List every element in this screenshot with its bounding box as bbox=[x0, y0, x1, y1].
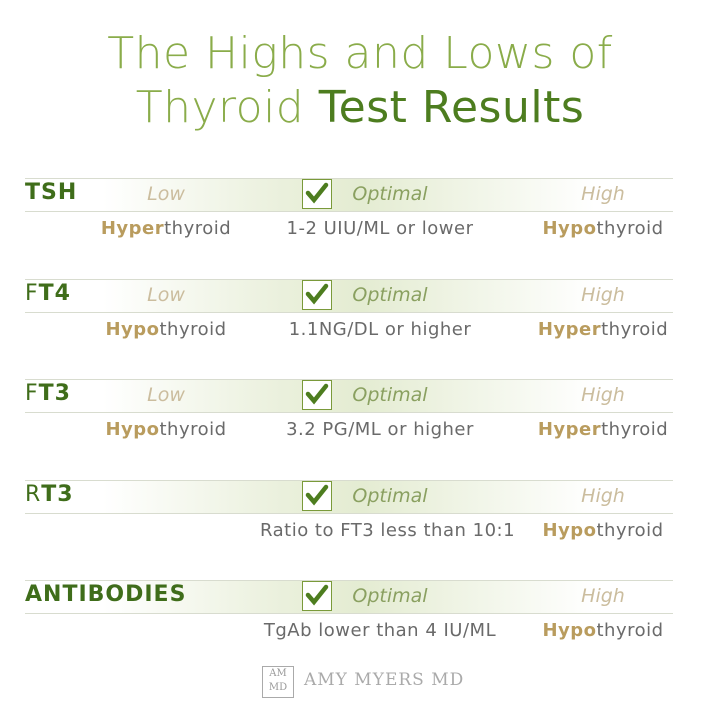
band bbox=[25, 580, 673, 614]
brand: AMY MYERS MD bbox=[304, 670, 465, 690]
row-name-bold: ANTIBODIES bbox=[25, 582, 187, 607]
optimal-label: Optimal bbox=[352, 585, 428, 607]
title-line2: Thyroid Test Results bbox=[0, 82, 720, 133]
high-note-rest: thyroid bbox=[596, 218, 664, 239]
title-regular: Thyroid bbox=[135, 82, 305, 133]
check-box bbox=[302, 380, 332, 410]
low-note: Hyperthyroid bbox=[46, 218, 286, 239]
row-name-plain: F bbox=[25, 381, 39, 406]
check-box bbox=[302, 279, 332, 310]
low-label: Low bbox=[147, 384, 185, 406]
high-note-bold: Hypo bbox=[542, 218, 597, 239]
logo-top: AM bbox=[269, 668, 287, 679]
check-mark bbox=[305, 283, 329, 305]
high-note: Hyperthyroid bbox=[483, 319, 720, 340]
high-label: High bbox=[581, 183, 625, 205]
high-note: Hypothyroid bbox=[483, 620, 720, 641]
row-name-bold: T3 bbox=[41, 481, 74, 507]
optimal-note: TgAb lower than 4 IU/ML bbox=[263, 620, 497, 641]
optimal-note: 1-2 UIU/ML or lower bbox=[286, 218, 474, 239]
high-note-rest: thyroid bbox=[596, 620, 664, 641]
high-label: High bbox=[581, 283, 625, 306]
row-name: ANTIBODIES bbox=[25, 582, 186, 607]
high-label: High bbox=[581, 384, 625, 406]
high-note: Hypothyroid bbox=[483, 218, 720, 239]
row-name-bold: T4 bbox=[38, 280, 71, 306]
optimal-note: Ratio to FT3 less than 10:1 bbox=[260, 519, 516, 541]
low-note-rest: thyroid bbox=[159, 419, 227, 440]
row-name-bold: T3 bbox=[38, 381, 71, 406]
high-label: High bbox=[581, 585, 625, 607]
check-box bbox=[302, 480, 332, 511]
logo: AM MD bbox=[262, 666, 294, 698]
low-note: Hypothyroid bbox=[46, 419, 286, 440]
row-name-plain: F bbox=[25, 280, 39, 306]
row-name-bold: TSH bbox=[25, 180, 78, 205]
low-note-bold: Hyper bbox=[100, 218, 165, 239]
optimal-label: Optimal bbox=[352, 283, 428, 306]
check-box bbox=[302, 581, 332, 611]
optimal-note: 3.2 PG/ML or higher bbox=[286, 419, 474, 440]
check-mark bbox=[305, 584, 329, 606]
optimal-note: 1.1NG/DL or higher bbox=[288, 318, 472, 340]
high-note-bold: Hypo bbox=[542, 519, 597, 541]
row-name: FT4 bbox=[25, 281, 71, 306]
check-mark bbox=[305, 383, 329, 405]
check-mark bbox=[305, 182, 329, 204]
title-bold: Test Results bbox=[318, 82, 585, 133]
high-note-bold: Hyper bbox=[537, 419, 602, 440]
band bbox=[25, 178, 673, 212]
logo-bottom: MD bbox=[268, 682, 288, 693]
optimal-label: Optimal bbox=[352, 384, 428, 406]
low-note-bold: Hypo bbox=[105, 419, 160, 440]
row-name: TSH bbox=[25, 180, 77, 205]
band bbox=[25, 379, 673, 413]
low-label: Low bbox=[147, 183, 185, 205]
band bbox=[25, 278, 673, 313]
high-note-rest: thyroid bbox=[601, 419, 669, 440]
low-note-rest: thyroid bbox=[164, 218, 232, 239]
high-note-bold: Hypo bbox=[542, 620, 597, 641]
row-name: RT3 bbox=[25, 482, 74, 507]
optimal-label: Optimal bbox=[352, 183, 428, 205]
low-note: Hypothyroid bbox=[46, 319, 286, 340]
row-name-plain: R bbox=[25, 481, 42, 507]
high-note-bold: Hyper bbox=[537, 318, 602, 340]
high-note: Hyperthyroid bbox=[483, 419, 720, 440]
high-note-rest: thyroid bbox=[596, 519, 664, 541]
low-note-rest: thyroid bbox=[159, 318, 227, 340]
row-name: FT3 bbox=[25, 381, 71, 406]
check-box bbox=[302, 179, 332, 209]
high-note: Hypothyroid bbox=[483, 520, 720, 541]
high-label: High bbox=[581, 484, 625, 507]
optimal-label: Optimal bbox=[352, 484, 428, 507]
title-line1: The Highs and Lows of bbox=[107, 28, 613, 79]
check-mark bbox=[305, 484, 329, 506]
high-note-rest: thyroid bbox=[601, 318, 669, 340]
band bbox=[25, 479, 673, 514]
low-label: Low bbox=[147, 283, 185, 306]
low-note-bold: Hypo bbox=[105, 318, 160, 340]
